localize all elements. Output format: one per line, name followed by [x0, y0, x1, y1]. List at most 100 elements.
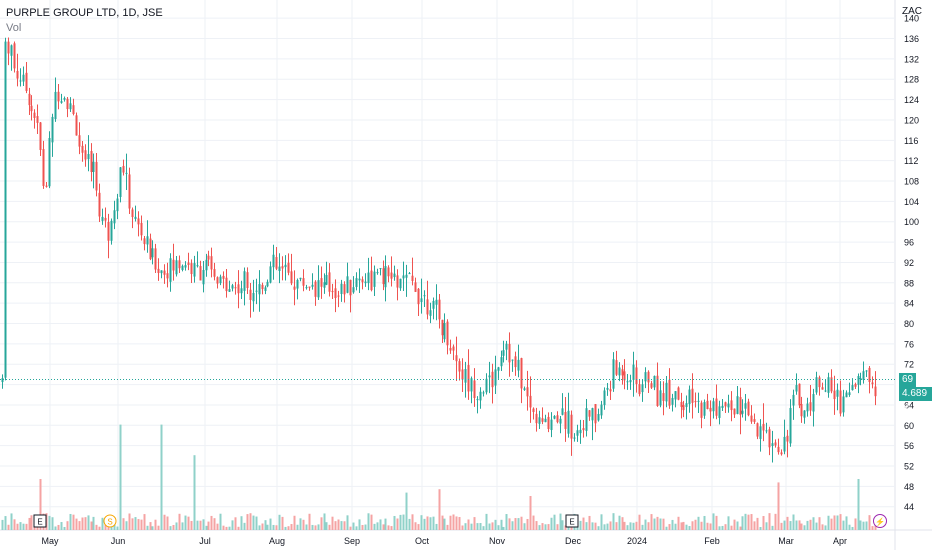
volume-bar — [305, 524, 308, 530]
candle-body — [213, 269, 216, 277]
candle-body — [98, 192, 101, 217]
candle-body — [786, 435, 789, 442]
volume-bar — [626, 525, 629, 530]
price-tick-label: 52 — [904, 462, 914, 472]
volume-bar — [87, 515, 90, 530]
candle-body — [423, 295, 426, 297]
volume-bar — [408, 518, 411, 530]
candle-body — [154, 248, 157, 270]
volume-bar — [500, 519, 503, 530]
candle-body — [641, 384, 644, 393]
candle-body — [87, 154, 90, 160]
candle-body — [836, 389, 839, 397]
candle-body — [783, 436, 786, 452]
volume-label[interactable]: Vol — [6, 22, 22, 34]
volume-bar — [128, 513, 131, 530]
price-axis[interactable]: 4448525660646872768084889296100104108112… — [904, 14, 919, 513]
volume-bar — [541, 523, 544, 530]
candle-body — [718, 406, 721, 418]
volume-bar — [547, 524, 550, 530]
event-markers[interactable]: E S E ⚡ — [33, 514, 887, 528]
volume-bar — [771, 525, 774, 530]
candle-body — [281, 266, 284, 269]
volume-bar — [22, 523, 25, 530]
volume-bar — [420, 515, 423, 530]
candle-body — [157, 268, 160, 273]
volume-bar — [680, 522, 683, 530]
candle-body — [426, 299, 429, 315]
volume-bar — [792, 514, 795, 530]
price-tick-label: 124 — [904, 95, 919, 105]
candle-body — [19, 80, 22, 82]
candle-body — [36, 116, 39, 123]
volume-bar — [272, 524, 275, 530]
candle-body — [733, 408, 736, 415]
candle-body — [502, 350, 505, 356]
volume-bar — [202, 519, 205, 530]
volume-bar — [700, 521, 703, 530]
volume-bar — [859, 520, 862, 530]
candle-body — [202, 269, 205, 285]
volume-bar — [334, 521, 337, 530]
candle-body — [871, 382, 874, 385]
candle-body — [842, 396, 845, 413]
volume-bar — [246, 514, 249, 530]
volume-bar — [284, 526, 287, 530]
time-tick-label: Mar — [778, 536, 794, 546]
volume-bar — [4, 516, 7, 530]
candle-body — [364, 281, 367, 284]
volume-bar — [502, 526, 505, 530]
volume-bar — [199, 520, 202, 530]
volume-bar — [376, 522, 379, 530]
candle-body — [131, 209, 134, 218]
candle-body — [146, 236, 149, 245]
symbol-title[interactable]: PURPLE GROUP LTD, 1D, JSE — [6, 7, 163, 19]
time-tick-label: Feb — [704, 536, 720, 546]
candle-body — [564, 411, 567, 429]
chart-legend: PURPLE GROUP LTD, 1D, JSE Vol — [6, 6, 163, 36]
candle-body — [635, 367, 638, 385]
candle-body — [367, 272, 370, 284]
earnings-marker — [565, 514, 579, 528]
candle-body — [166, 273, 169, 279]
volume-bar — [865, 521, 868, 530]
candle-body — [700, 402, 703, 418]
volume-bar — [774, 513, 777, 530]
volume-bar — [715, 515, 718, 530]
time-tick-label: Nov — [489, 536, 506, 546]
candle-body — [632, 364, 635, 380]
volume-bar — [809, 519, 812, 530]
candle-body — [744, 403, 747, 409]
candle-body — [405, 274, 408, 278]
volume-bar — [293, 515, 296, 530]
time-axis[interactable]: May Jun Jul Aug Sep Oct Nov Dec 2024 Feb Mar Apr — [41, 536, 847, 546]
candle-body — [75, 115, 78, 136]
volume-bar — [780, 522, 783, 530]
volume-bar — [668, 524, 671, 530]
volume-bar — [101, 517, 104, 530]
currency-label[interactable]: ZAC — [902, 6, 922, 17]
candle-body — [60, 101, 63, 103]
candle-body — [1, 378, 4, 383]
candle-body — [222, 275, 225, 279]
volume-bar — [641, 524, 644, 530]
price-tick-label: 108 — [904, 177, 919, 187]
candle-body — [287, 262, 290, 273]
candle-body — [340, 283, 343, 294]
candle-body — [703, 402, 706, 416]
candle-body — [314, 281, 317, 297]
candle-body — [629, 380, 632, 383]
volume-bar — [382, 524, 385, 530]
volume-bar — [426, 516, 429, 530]
candle-body — [207, 255, 210, 260]
volume-bar — [739, 526, 742, 530]
candle-body — [576, 430, 579, 436]
candle-body — [656, 375, 659, 406]
volume-bar — [476, 523, 479, 530]
candle-body — [798, 383, 801, 406]
volume-bar — [632, 522, 635, 530]
candle-body — [384, 266, 387, 288]
volume-bar — [818, 517, 821, 530]
time-tick-label: Aug — [269, 536, 285, 546]
